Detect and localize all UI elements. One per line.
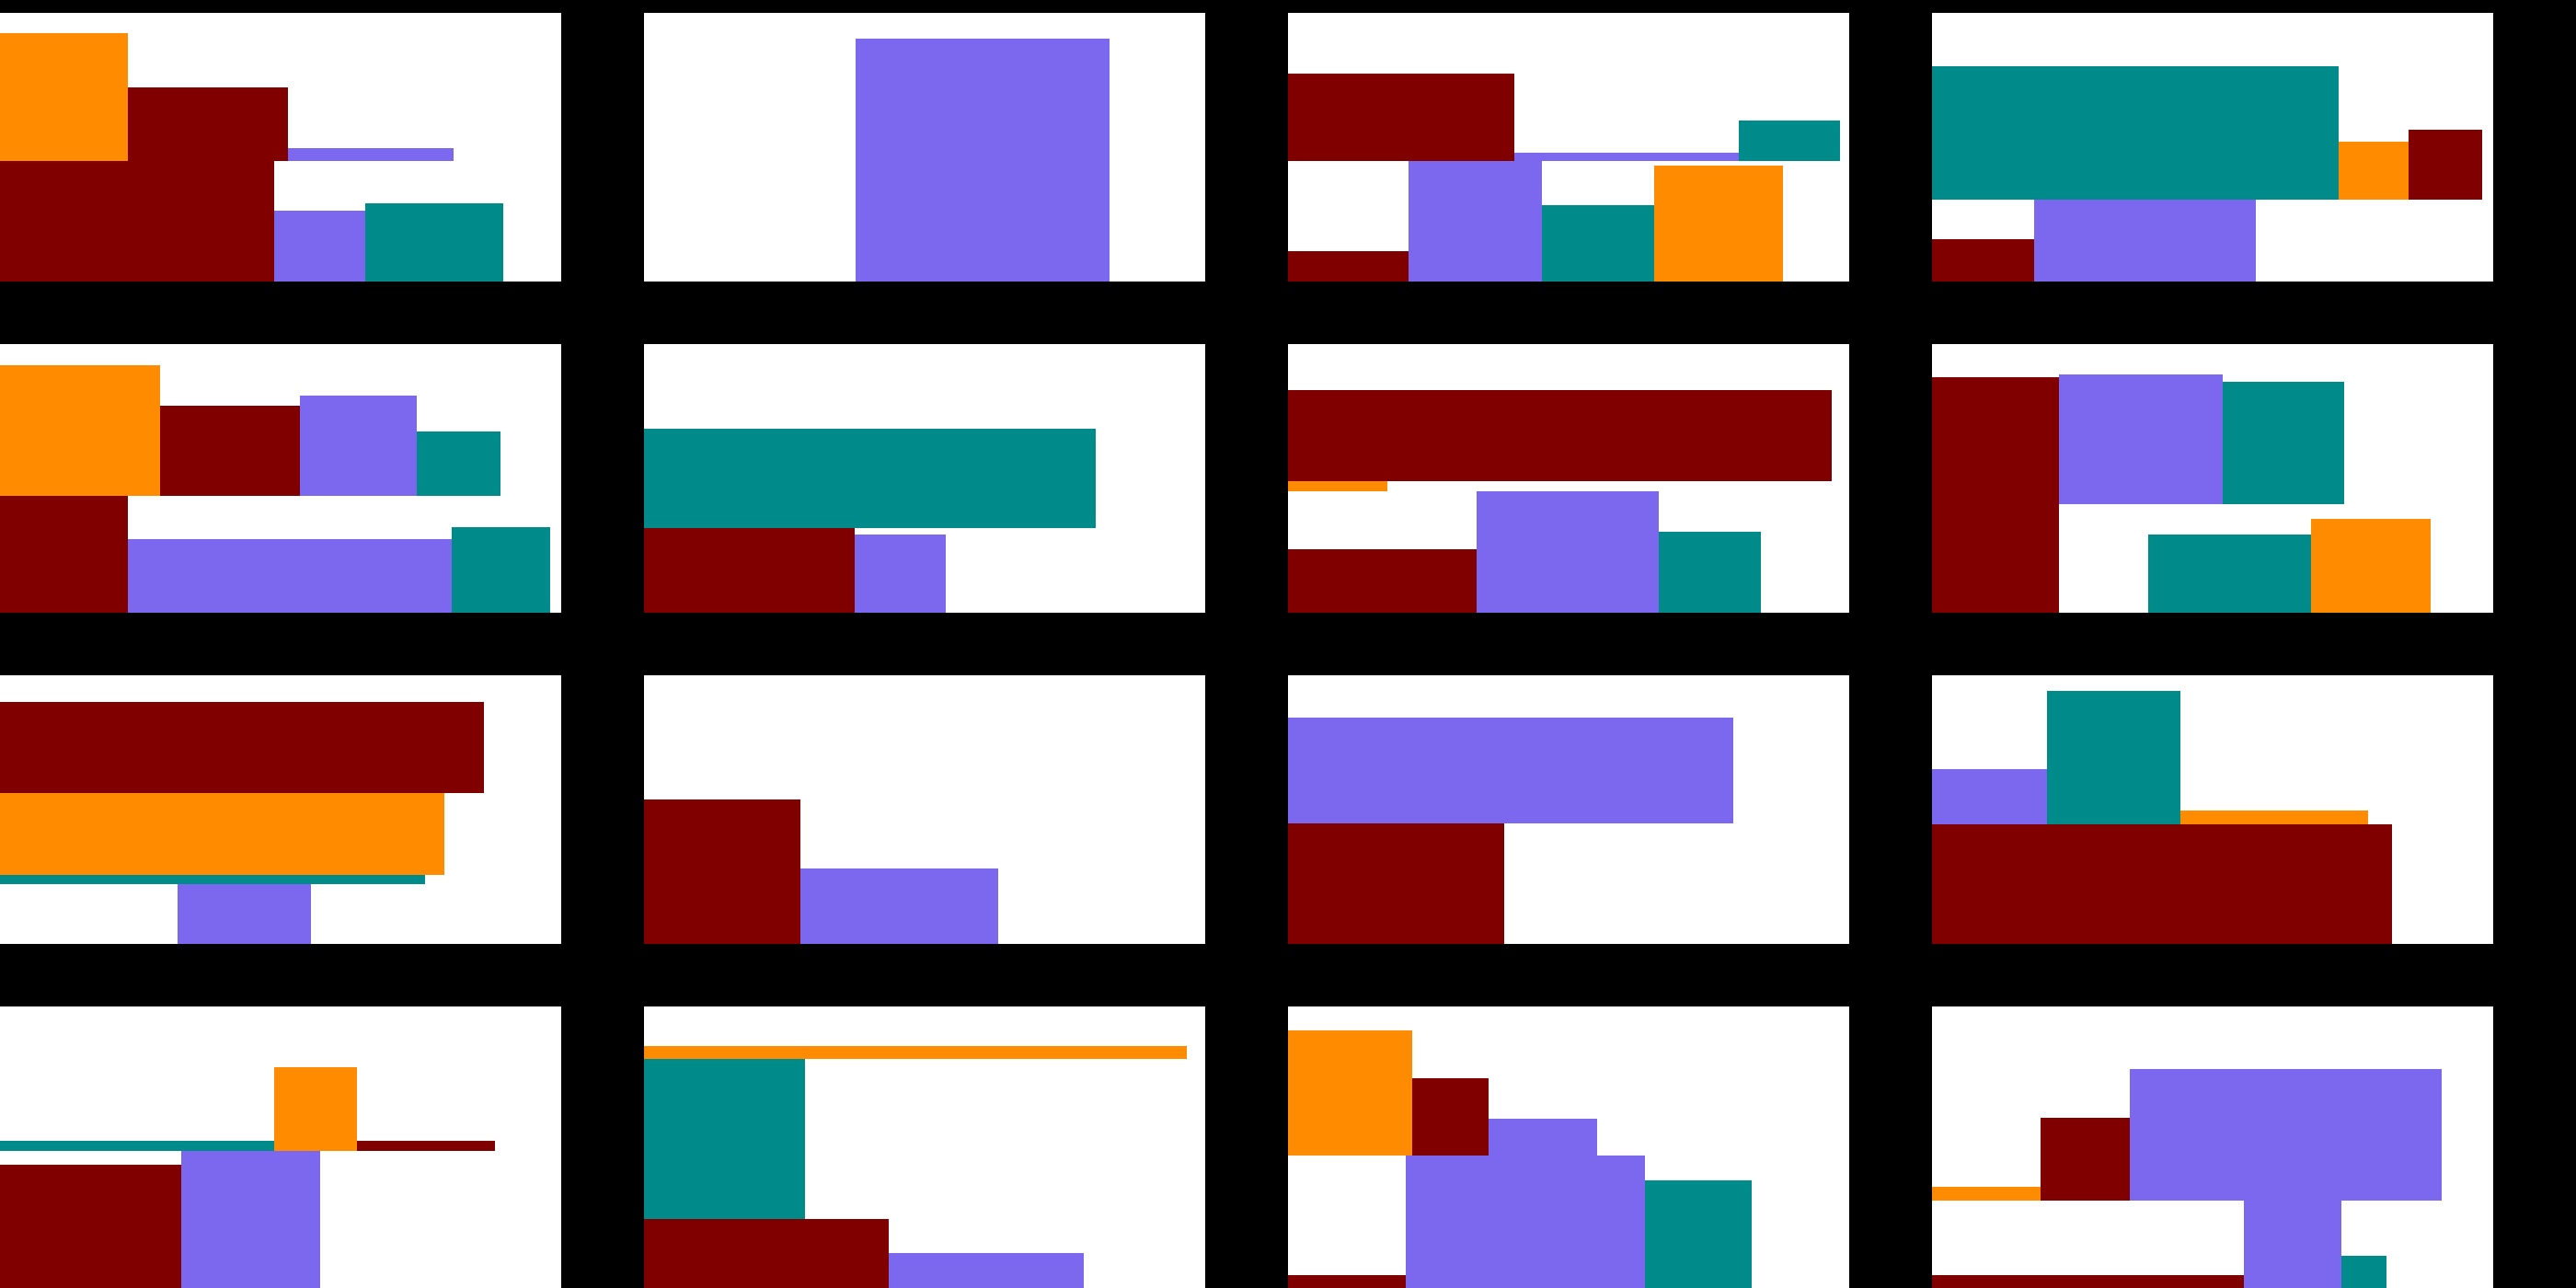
tile-panel-14 <box>644 1006 1205 1288</box>
purple-block <box>2034 200 2256 282</box>
teal-block <box>0 1141 274 1151</box>
teal-block <box>1542 205 1654 282</box>
teal-block <box>2047 691 2180 824</box>
orange-block <box>644 1046 1187 1059</box>
tile-panel-1 <box>0 13 561 282</box>
maroon-block <box>2409 130 2482 200</box>
maroon-block <box>644 799 800 944</box>
teal-block <box>417 431 500 496</box>
purple-block <box>1489 1119 1597 1156</box>
maroon-block <box>1932 377 2059 613</box>
purple-block <box>178 884 311 944</box>
tile-panel-5 <box>0 344 561 613</box>
purple-block <box>1514 153 1739 161</box>
maroon-block <box>1288 390 1832 481</box>
teal-block <box>1659 532 1761 613</box>
purple-block <box>855 535 946 613</box>
maroon-block <box>128 87 288 161</box>
purple-block <box>181 1151 320 1288</box>
purple-block <box>1406 1156 1645 1288</box>
maroon-block <box>0 161 274 282</box>
purple-block <box>889 1253 1084 1288</box>
purple-block <box>300 396 417 496</box>
purple-block <box>1288 718 1733 823</box>
purple-block <box>274 211 365 282</box>
purple-block <box>1932 769 2047 824</box>
teal-block <box>452 527 550 613</box>
orange-block <box>1932 1187 2041 1201</box>
orange-block <box>2339 142 2409 200</box>
purple-block <box>2244 1201 2341 1288</box>
maroon-block <box>1932 239 2034 282</box>
maroon-block <box>1288 1275 1406 1288</box>
maroon-block <box>1932 1275 2244 1288</box>
tile-panel-13 <box>0 1006 561 1288</box>
orange-block <box>1288 481 1387 491</box>
tile-panel-6 <box>644 344 1205 613</box>
maroon-block <box>1288 823 1504 944</box>
maroon-block <box>1932 824 2392 944</box>
orange-block <box>0 793 444 875</box>
purple-block <box>800 868 998 944</box>
tile-panel-4 <box>1932 13 2493 282</box>
purple-block <box>1409 161 1542 282</box>
maroon-block <box>1288 251 1409 282</box>
orange-block <box>0 33 128 161</box>
purple-block <box>856 39 1110 282</box>
maroon-block <box>1412 1078 1489 1156</box>
tile-panel-15 <box>1288 1006 1849 1288</box>
tile-panel-16 <box>1932 1006 2493 1288</box>
purple-block <box>2130 1069 2442 1201</box>
orange-block <box>2180 811 2368 824</box>
teal-block <box>644 1059 805 1219</box>
teal-block <box>2223 382 2344 504</box>
teal-block <box>365 203 503 282</box>
maroon-block <box>357 1141 495 1151</box>
maroon-block <box>644 528 855 613</box>
teal-block <box>1645 1180 1752 1288</box>
purple-block <box>1477 491 1659 613</box>
teal-block <box>0 875 425 884</box>
teal-block <box>2148 535 2311 613</box>
tile-panel-9 <box>0 675 561 944</box>
tile-panel-7 <box>1288 344 1849 613</box>
maroon-block <box>0 702 484 793</box>
maroon-block <box>0 1165 181 1288</box>
purple-block <box>2059 374 2223 504</box>
tile-panel-12 <box>1932 675 2493 944</box>
tile-panel-8 <box>1932 344 2493 613</box>
maroon-block <box>2041 1118 2130 1201</box>
tile-panel-11 <box>1288 675 1849 944</box>
teal-block <box>1932 66 2339 200</box>
orange-block <box>0 365 160 496</box>
purple-block <box>288 148 454 161</box>
orange-block <box>1288 1030 1412 1156</box>
tile-panel-3 <box>1288 13 1849 282</box>
tile-panel-10 <box>644 675 1205 944</box>
maroon-block <box>160 406 300 496</box>
tile-panel-2 <box>644 13 1205 282</box>
maroon-block <box>1288 74 1514 161</box>
teal-block <box>1739 121 1840 161</box>
orange-block <box>2311 519 2431 613</box>
orange-block <box>274 1067 357 1151</box>
maroon-block <box>1288 549 1477 613</box>
purple-block <box>128 539 452 613</box>
orange-block <box>1654 166 1783 282</box>
teal-block <box>2341 1256 2386 1288</box>
teal-block <box>644 429 1096 528</box>
maroon-block <box>644 1219 889 1288</box>
maroon-block <box>0 496 128 613</box>
